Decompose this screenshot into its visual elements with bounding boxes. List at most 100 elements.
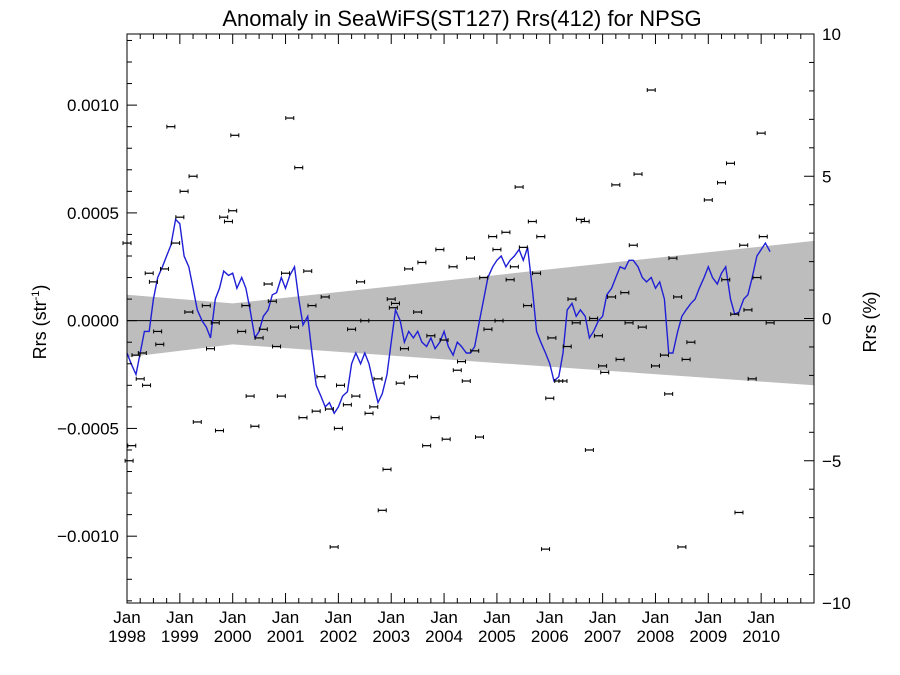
data-point xyxy=(628,243,638,248)
data-point xyxy=(501,230,511,235)
chart-title: Anomaly in SeaWiFS(ST127) Rrs(412) for N… xyxy=(222,6,701,31)
data-point xyxy=(435,247,445,252)
data-point xyxy=(430,415,440,420)
data-point xyxy=(223,219,233,224)
data-point xyxy=(518,245,528,250)
y-tick-label-right: 0 xyxy=(822,310,831,329)
data-point xyxy=(593,333,603,338)
y-tick-label-left: −0.0010 xyxy=(57,527,119,546)
y-tick-label-left: 0.0000 xyxy=(67,312,119,331)
data-point xyxy=(356,279,366,284)
data-point xyxy=(388,305,398,310)
data-point xyxy=(214,428,224,433)
data-point xyxy=(153,329,163,334)
x-tick-label-month: Jan xyxy=(272,608,299,627)
data-point xyxy=(228,208,238,213)
y-tick-label-left: 0.0005 xyxy=(67,204,119,223)
data-point xyxy=(171,241,181,246)
data-point xyxy=(258,327,268,332)
y-axis-label-left: Rrs (str-1) xyxy=(30,285,50,360)
data-point xyxy=(267,299,277,304)
data-point xyxy=(408,374,418,379)
x-tick-label-year: 2002 xyxy=(319,627,357,646)
data-point xyxy=(281,271,291,276)
x-tick-label-month: Jan xyxy=(483,608,510,627)
data-point xyxy=(175,215,185,220)
data-point xyxy=(342,402,352,407)
x-tick-label-year: 1998 xyxy=(108,627,146,646)
x-tick-label-year: 2009 xyxy=(689,627,727,646)
data-point xyxy=(474,435,484,440)
x-tick-label-year: 2008 xyxy=(637,627,675,646)
data-point xyxy=(743,307,753,312)
y-tick-label-right: −5 xyxy=(822,452,841,471)
x-tick-label-month: Jan xyxy=(325,608,352,627)
y-axis-label-left-sup: -1 xyxy=(30,291,42,301)
data-point xyxy=(166,124,176,129)
data-point xyxy=(611,182,621,187)
data-point xyxy=(571,320,581,325)
data-point xyxy=(589,316,599,321)
y-tick-label-left: −0.0005 xyxy=(57,419,119,438)
x-tick-label-month: Jan xyxy=(642,608,669,627)
data-point xyxy=(404,266,414,271)
data-point xyxy=(333,426,343,431)
data-point xyxy=(703,197,713,202)
data-point xyxy=(351,394,361,399)
data-point xyxy=(131,353,141,358)
y-tick-label-right: −10 xyxy=(822,594,851,613)
x-axis: Jan1998Jan1999Jan2000Jan2001Jan2002Jan20… xyxy=(108,34,815,646)
data-point xyxy=(144,271,154,276)
data-point xyxy=(681,357,691,362)
data-point xyxy=(316,374,326,379)
data-point xyxy=(765,320,775,325)
data-point xyxy=(536,234,546,239)
data-point xyxy=(545,396,555,401)
x-tick-label-year: 2007 xyxy=(584,627,622,646)
data-point xyxy=(758,234,768,239)
y-tick-label-right: 10 xyxy=(822,25,841,44)
data-point xyxy=(673,294,683,299)
data-point xyxy=(241,303,251,308)
data-point xyxy=(752,275,762,280)
data-point xyxy=(285,116,295,121)
data-point xyxy=(395,381,405,386)
data-point xyxy=(417,260,427,265)
data-point xyxy=(470,348,480,353)
data-point xyxy=(580,219,590,224)
data-point xyxy=(135,376,145,381)
data-point xyxy=(659,353,669,358)
data-point xyxy=(184,310,194,315)
data-point xyxy=(329,544,339,549)
data-point xyxy=(369,404,379,409)
data-point xyxy=(448,264,458,269)
x-tick-label-month: Jan xyxy=(536,608,563,627)
anomaly-points xyxy=(122,88,775,552)
data-point xyxy=(600,370,610,375)
data-point xyxy=(514,185,524,190)
data-point xyxy=(219,215,229,220)
x-tick-label-month: Jan xyxy=(589,608,616,627)
data-point xyxy=(245,394,255,399)
data-point xyxy=(230,133,240,138)
data-point xyxy=(201,303,211,308)
data-point xyxy=(298,415,308,420)
data-point xyxy=(127,443,137,448)
data-point xyxy=(505,277,515,282)
data-point xyxy=(263,282,273,287)
data-point xyxy=(155,342,165,347)
smoothed-anomaly-line xyxy=(126,217,771,415)
data-point xyxy=(422,443,432,448)
data-point xyxy=(254,335,264,340)
data-point xyxy=(488,234,498,239)
data-point xyxy=(179,189,189,194)
x-tick-label-year: 2000 xyxy=(214,627,252,646)
data-point xyxy=(584,447,594,452)
x-tick-label-year: 2005 xyxy=(478,627,516,646)
data-point xyxy=(426,333,436,338)
data-point xyxy=(686,340,696,345)
data-point xyxy=(457,359,467,364)
data-point xyxy=(668,256,678,261)
y-tick-label-right: 5 xyxy=(822,167,831,186)
